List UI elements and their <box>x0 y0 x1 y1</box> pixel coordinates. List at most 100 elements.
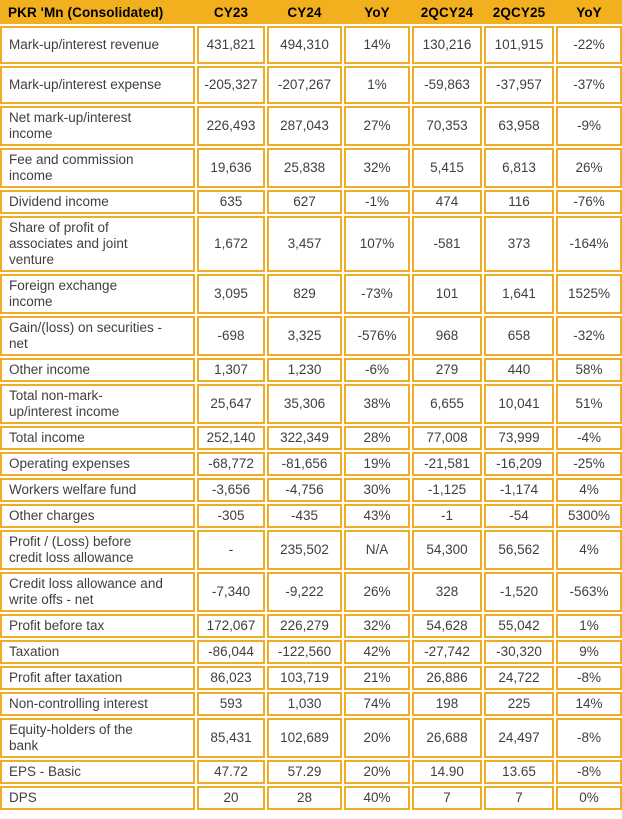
cell-value: 1,672 <box>197 216 265 272</box>
row-label: Operating expenses <box>0 452 195 476</box>
table-row: Gain/(loss) on securities - net -698 3,325… <box>0 316 622 356</box>
cell-value: 63,958 <box>484 106 554 146</box>
column-header: YoY <box>576 4 602 20</box>
cell-value: 43% <box>344 504 410 528</box>
cell-value: 26% <box>344 572 410 612</box>
cell-value: 30% <box>344 478 410 502</box>
table-row: Other income 1,307 1,230 -6% 279 440 58% <box>0 358 622 382</box>
cell-value: -1,520 <box>484 572 554 612</box>
table-header-row: PKR 'Mn (Consolidated) CY23 CY24 YoY 2QCY24 2… <box>0 0 622 24</box>
cell-value: -164% <box>556 216 622 272</box>
cell-value: 20% <box>344 718 410 758</box>
cell-value: 107% <box>344 216 410 272</box>
cell-value: 328 <box>412 572 482 612</box>
row-label: Taxation <box>0 640 195 664</box>
row-label: EPS - Basic <box>0 760 195 784</box>
cell-value: -8% <box>556 760 622 784</box>
table-row: Total income 252,140 322,349 28% 77,008 73,99… <box>0 426 622 450</box>
row-label: Other income <box>0 358 195 382</box>
cell-value: -9,222 <box>267 572 342 612</box>
table-row: Net mark-up/interest income 226,493 287,04… <box>0 106 622 146</box>
cell-value: 3,325 <box>267 316 342 356</box>
cell-value: 0% <box>556 786 622 810</box>
table-row: Fee and commission income 19,636 25,838 32%… <box>0 148 622 188</box>
cell-value: 32% <box>344 614 410 638</box>
cell-value: 5,415 <box>412 148 482 188</box>
cell-value: 26,688 <box>412 718 482 758</box>
cell-value: 9% <box>556 640 622 664</box>
table-row: Mark-up/interest revenue 431,821 494,310 14… <box>0 26 622 64</box>
table-row: Mark-up/interest expense -205,327 -207,267… <box>0 66 622 104</box>
cell-value: 42% <box>344 640 410 664</box>
cell-value: 6,655 <box>412 384 482 424</box>
cell-value: 494,310 <box>267 26 342 64</box>
table-row: Foreign exchange income 3,095 829 -73% 101 1,… <box>0 274 622 314</box>
table-row: Credit loss allowance and write offs - n… <box>0 572 622 612</box>
cell-value: 431,821 <box>197 26 265 64</box>
cell-value: 85,431 <box>197 718 265 758</box>
cell-value: -8% <box>556 718 622 758</box>
table-row: Non-controlling interest 593 1,030 74% 198 22… <box>0 692 622 716</box>
table-row: Profit before tax 172,067 226,279 32% 54,628… <box>0 614 622 638</box>
cell-value: 226,493 <box>197 106 265 146</box>
cell-value: 440 <box>484 358 554 382</box>
cell-value: 198 <box>412 692 482 716</box>
row-label: Share of profit of associates and joint … <box>0 216 195 272</box>
cell-value: -22% <box>556 26 622 64</box>
cell-value: 86,023 <box>197 666 265 690</box>
row-label: Mark-up/interest revenue <box>0 26 195 64</box>
cell-value: -6% <box>344 358 410 382</box>
cell-value: -581 <box>412 216 482 272</box>
cell-value: -435 <box>267 504 342 528</box>
cell-value: 116 <box>484 190 554 214</box>
cell-value: - <box>197 530 265 570</box>
cell-value: 279 <box>412 358 482 382</box>
cell-value: 226,279 <box>267 614 342 638</box>
cell-value: 4% <box>556 478 622 502</box>
cell-value: -30,320 <box>484 640 554 664</box>
cell-value: -25% <box>556 452 622 476</box>
cell-value: 32% <box>344 148 410 188</box>
cell-value: 373 <box>484 216 554 272</box>
row-label: Credit loss allowance and write offs - n… <box>0 572 195 612</box>
cell-value: 1% <box>344 66 410 104</box>
cell-value: 25,647 <box>197 384 265 424</box>
cell-value: 235,502 <box>267 530 342 570</box>
cell-value: -1 <box>412 504 482 528</box>
cell-value: 1,230 <box>267 358 342 382</box>
cell-value: 1525% <box>556 274 622 314</box>
column-header: 2QCY24 <box>420 4 474 20</box>
cell-value: 225 <box>484 692 554 716</box>
cell-value: 252,140 <box>197 426 265 450</box>
cell-value: -205,327 <box>197 66 265 104</box>
cell-value: 21% <box>344 666 410 690</box>
cell-value: 103,719 <box>267 666 342 690</box>
table-row: Taxation -86,044 -122,560 42% -27,742 -30,320… <box>0 640 622 664</box>
cell-value: 658 <box>484 316 554 356</box>
table-row: Other charges -305 -435 43% -1 -54 5300% <box>0 504 622 528</box>
cell-value: 54,300 <box>412 530 482 570</box>
row-label: Dividend income <box>0 190 195 214</box>
cell-value: -37,957 <box>484 66 554 104</box>
cell-value: 627 <box>267 190 342 214</box>
cell-value: 322,349 <box>267 426 342 450</box>
cell-value: 5300% <box>556 504 622 528</box>
cell-value: 7 <box>484 786 554 810</box>
cell-value: 28 <box>267 786 342 810</box>
cell-value: 25,838 <box>267 148 342 188</box>
cell-value: 24,722 <box>484 666 554 690</box>
cell-value: 172,067 <box>197 614 265 638</box>
cell-value: 19% <box>344 452 410 476</box>
cell-value: 13.65 <box>484 760 554 784</box>
cell-value: -27,742 <box>412 640 482 664</box>
column-header: CY23 <box>213 4 249 20</box>
cell-value: 24,497 <box>484 718 554 758</box>
row-label: Profit before tax <box>0 614 195 638</box>
cell-value: 77,008 <box>412 426 482 450</box>
cell-value: -563% <box>556 572 622 612</box>
cell-value: -4% <box>556 426 622 450</box>
cell-value: -305 <box>197 504 265 528</box>
cell-value: 7 <box>412 786 482 810</box>
cell-value: -1,174 <box>484 478 554 502</box>
